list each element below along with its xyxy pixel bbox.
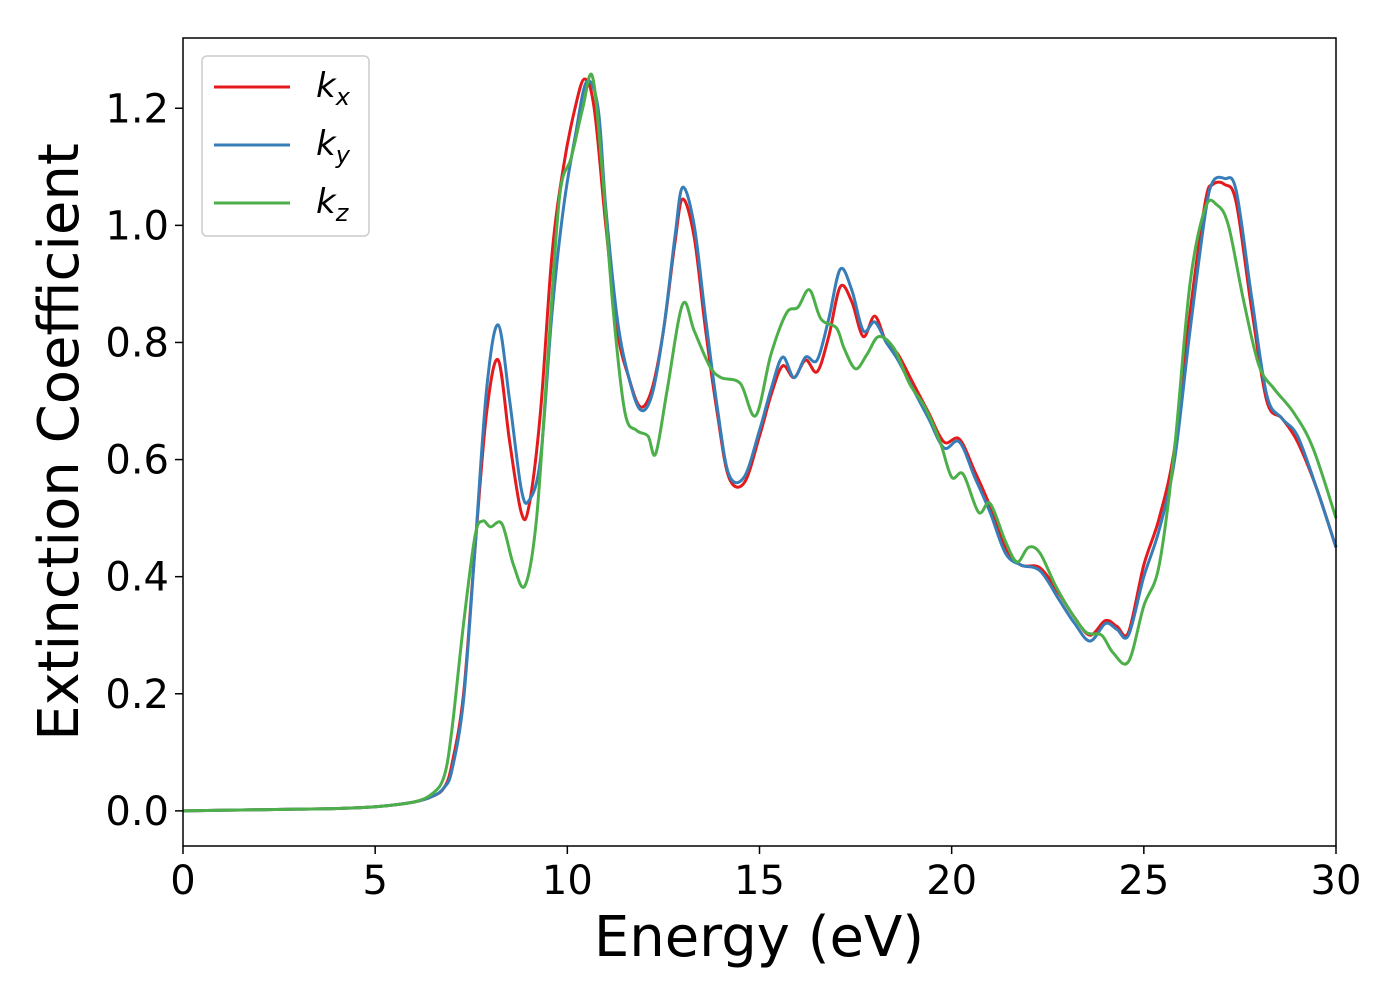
y-axis-label: Extinction Coefficient	[27, 143, 92, 741]
x-tick-label: 5	[362, 858, 387, 904]
legend-label-main: k	[316, 182, 337, 222]
legend-label-main: k	[316, 124, 337, 164]
y-tick-label: 0.4	[105, 555, 169, 601]
x-tick-label: 10	[542, 858, 593, 904]
legend-label-kz: kz	[316, 182, 350, 227]
y-tick-label: 1.0	[105, 203, 169, 249]
y-tick-label: 1.2	[105, 86, 169, 132]
y-tick-label: 0.0	[105, 789, 169, 835]
x-tick-label: 20	[926, 858, 977, 904]
series-line-kz	[182, 72, 1338, 813]
legend-label-subscript: x	[335, 83, 351, 111]
x-tick-label: 30	[1311, 858, 1362, 904]
y-tick-label: 0.6	[105, 438, 169, 484]
x-axis-ticks: 0 5 10 15 20 25 30	[170, 846, 1361, 904]
series-line-ky	[182, 79, 1338, 813]
x-axis-label: Energy (eV)	[594, 905, 924, 970]
series-layer	[182, 72, 1338, 813]
x-tick-label: 25	[1118, 858, 1169, 904]
x-tick-label: 0	[170, 858, 195, 904]
y-axis-ticks: 0.0 0.2 0.4 0.6 0.8 1.0 1.2	[105, 86, 183, 835]
series-line-kx	[182, 77, 1338, 813]
x-tick-label: 15	[734, 858, 785, 904]
y-tick-label: 0.2	[105, 672, 169, 718]
y-tick-label: 0.8	[105, 320, 169, 366]
legend-label-kx: kx	[316, 66, 351, 111]
legend-label-ky: ky	[316, 124, 351, 169]
legend-label-subscript: z	[335, 199, 350, 227]
legend-label-main: k	[316, 66, 337, 106]
legend-label-subscript: y	[335, 141, 351, 169]
